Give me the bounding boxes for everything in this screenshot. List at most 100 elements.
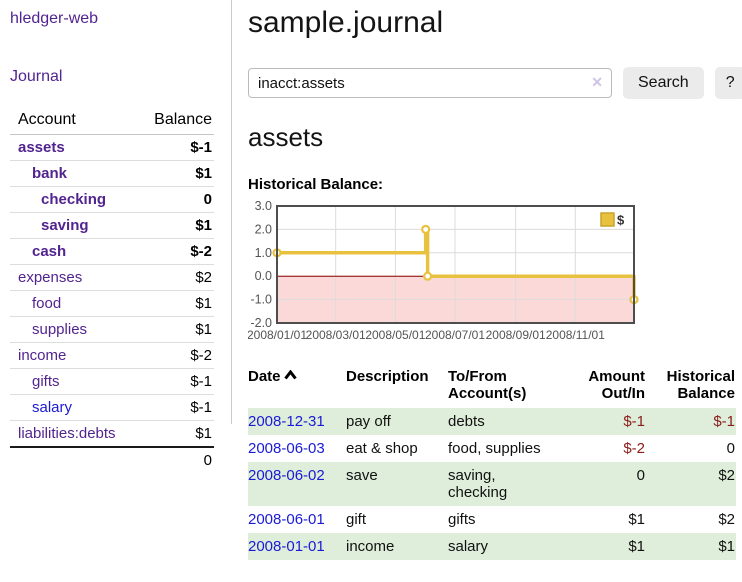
accounts-header-account: Account xyxy=(10,108,135,135)
y-tick-label: -2.0 xyxy=(250,316,272,330)
account-row: supplies $1 xyxy=(10,316,214,343)
transaction-amount: $1 xyxy=(628,538,645,555)
transaction-date-link[interactable]: 2008-12-31 xyxy=(248,413,325,430)
account-row: cash $-2 xyxy=(10,238,214,265)
account-row: assets $-1 xyxy=(10,134,214,161)
account-link-gifts[interactable]: gifts xyxy=(32,373,60,390)
transaction-accounts: food, supplies xyxy=(448,440,541,457)
register-header-date[interactable]: Date xyxy=(248,366,346,408)
transaction-description: save xyxy=(346,467,378,484)
data-point-marker[interactable] xyxy=(421,224,431,234)
account-link-checking[interactable]: checking xyxy=(41,191,107,208)
transaction-date-link[interactable]: 2008-01-01 xyxy=(248,538,325,555)
historical-balance-chart[interactable]: 3.0 2.0 1.0 0.0 -1.0 -2.02008/01/012008/03/01… xyxy=(247,199,640,345)
x-tick-label: 2008/11/01 xyxy=(546,328,605,342)
account-link-saving[interactable]: saving xyxy=(41,217,89,234)
transaction-amount: $-2 xyxy=(623,440,645,457)
account-row: bank $1 xyxy=(10,160,214,187)
app-title-link[interactable]: hledger-web xyxy=(10,10,99,27)
help-button[interactable]: ? xyxy=(714,67,742,99)
accounts-table: Account Balance assets $-1 bank $1 checking 0… xyxy=(10,108,214,473)
register-header-balance: Historical Balance xyxy=(666,368,735,402)
chart-title: Historical Balance: xyxy=(248,176,384,193)
account-link-food[interactable]: food xyxy=(32,295,62,312)
legend-label: $ xyxy=(617,213,625,228)
register-table-body: 2008-12-31 pay off debts $-1 $-1 2008-06-03 ea… xyxy=(248,408,736,560)
y-tick-label: 0.0 xyxy=(255,269,272,283)
transaction-accounts: debts xyxy=(448,413,485,430)
account-balance: $2 xyxy=(134,264,214,291)
transaction-amount: $-1 xyxy=(623,413,645,430)
search-input-wrap: ✕ xyxy=(248,68,612,98)
transaction-accounts: salary xyxy=(448,538,489,555)
account-row: income $-2 xyxy=(10,342,214,369)
transaction-date-link[interactable]: 2008-06-01 xyxy=(248,511,325,528)
account-balance: $1 xyxy=(134,420,214,448)
y-tick-label: 2.0 xyxy=(255,222,272,236)
account-row: salary $-1 xyxy=(10,394,214,421)
account-link-bank[interactable]: bank xyxy=(32,165,68,182)
sidebar-item-journal[interactable]: Journal xyxy=(10,68,63,85)
transaction-date-link[interactable]: 2008-06-03 xyxy=(248,440,325,457)
account-row: expenses $2 xyxy=(10,264,214,291)
account-balance: $-2 xyxy=(134,238,214,265)
search-input[interactable] xyxy=(248,68,612,98)
account-link-cash[interactable]: cash xyxy=(32,243,67,260)
account-link-supplies[interactable]: supplies xyxy=(32,321,88,338)
transaction-row: 2008-06-02 save saving, checking 0 $2 xyxy=(248,462,736,506)
transaction-balance: $2 xyxy=(718,511,735,528)
account-link-liabilities-debts[interactable]: liabilities:debts xyxy=(18,425,116,442)
account-balance: $-1 xyxy=(134,368,214,395)
accounts-total-spacer xyxy=(10,446,135,473)
account-link-salary[interactable]: salary xyxy=(32,399,73,416)
accounts-table-header: Account Balance xyxy=(10,108,214,135)
account-link-income[interactable]: income xyxy=(18,347,67,364)
transaction-row: 2008-12-31 pay off debts $-1 $-1 xyxy=(248,408,736,435)
register-table: Date Description To/From Account(s) Amou… xyxy=(248,366,736,560)
main-content: sample.journal ✕ Search ? assets Histori… xyxy=(247,0,742,560)
y-tick-label: 3.0 xyxy=(255,199,272,213)
x-tick-label: 2008/05/01 xyxy=(365,328,425,342)
account-balance: $1 xyxy=(134,316,214,343)
account-link-expenses[interactable]: expenses xyxy=(18,269,83,286)
date-header-label: Date xyxy=(248,368,281,385)
register-header-account: To/From Account(s) xyxy=(448,368,527,402)
account-balance: $1 xyxy=(134,160,214,187)
account-balance: $1 xyxy=(134,212,214,239)
account-balance: $-1 xyxy=(134,394,214,421)
account-balance: 0 xyxy=(134,186,214,213)
transaction-amount: $1 xyxy=(628,511,645,528)
account-row: food $1 xyxy=(10,290,214,317)
transaction-amount: 0 xyxy=(636,467,645,484)
accounts-header-balance: Balance xyxy=(134,108,214,135)
accounts-total-row: 0 xyxy=(10,446,214,473)
transaction-row: 2008-01-01 income salary $1 $1 xyxy=(248,533,736,560)
accounts-table-body: assets $-1 bank $1 checking 0 saving $1 cash $-2 e… xyxy=(10,134,214,448)
chart-container: 3.0 2.0 1.0 0.0 -1.0 -2.0 2008/01/01 2008/03/01… xyxy=(247,199,738,350)
transaction-date-link[interactable]: 2008-06-02 xyxy=(248,467,325,484)
account-row: liabilities:debts $1 xyxy=(10,420,214,448)
account-row: checking 0 xyxy=(10,186,214,213)
clear-search-icon[interactable]: ✕ xyxy=(591,74,603,90)
transaction-row: 2008-06-03 eat & shop food, supplies $-2 0 xyxy=(248,435,736,462)
transaction-balance: 0 xyxy=(726,440,735,457)
legend-swatch xyxy=(600,212,615,227)
account-row: gifts $-1 xyxy=(10,368,214,395)
page-title: sample.journal xyxy=(248,6,444,39)
account-row: saving $1 xyxy=(10,212,214,239)
data-point-marker[interactable] xyxy=(423,271,433,281)
account-link-assets[interactable]: assets xyxy=(18,139,65,156)
account-balance: $1 xyxy=(134,290,214,317)
register-header-amount: Amount Out/In xyxy=(588,368,645,402)
accounts-total-value: 0 xyxy=(134,446,214,473)
x-tick-label: 2008/03/01 xyxy=(306,328,366,342)
sidebar: hledger-web Journal Account Balance asse… xyxy=(0,0,232,473)
search-form: ✕ Search ? xyxy=(248,67,742,99)
search-button[interactable]: Search xyxy=(623,67,704,99)
register-header-description: Description xyxy=(346,368,429,385)
sort-ascending-icon xyxy=(283,370,297,380)
y-tick-label: -1.0 xyxy=(250,293,272,307)
transaction-row: 2008-06-01 gift gifts $1 $2 xyxy=(248,506,736,533)
x-tick-label: 2008/01/01 xyxy=(248,328,307,342)
y-tick-label: 1.0 xyxy=(255,246,272,260)
